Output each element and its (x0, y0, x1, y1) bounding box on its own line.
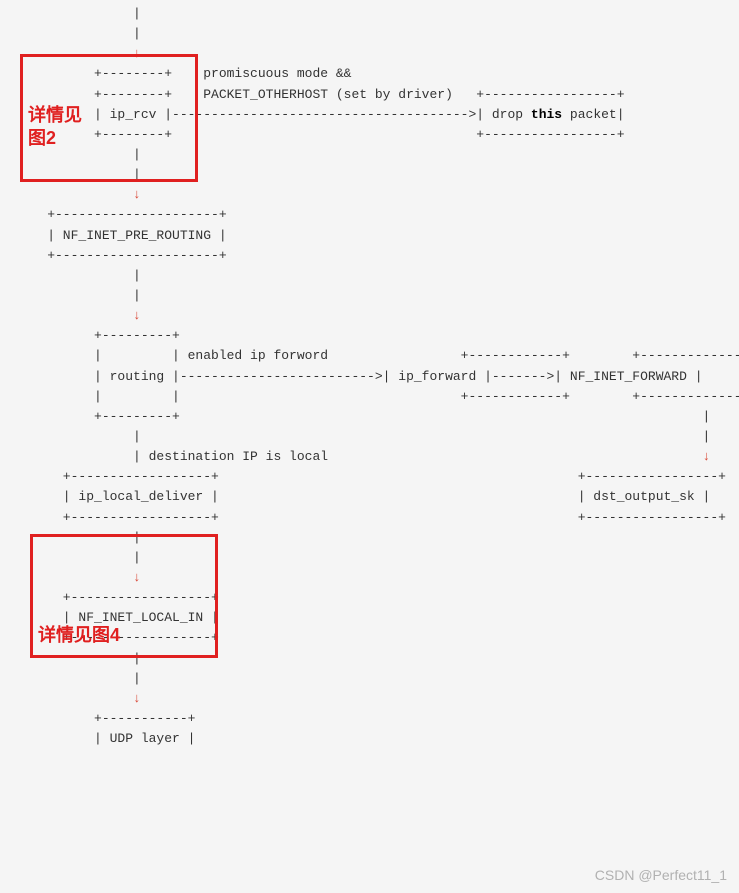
annotation-label-box4: 详情见图4 (38, 624, 120, 647)
csdn-watermark: CSDN @Perfect11_1 (595, 865, 727, 887)
annotation-label-box2: 详情见 图2 (28, 104, 82, 151)
